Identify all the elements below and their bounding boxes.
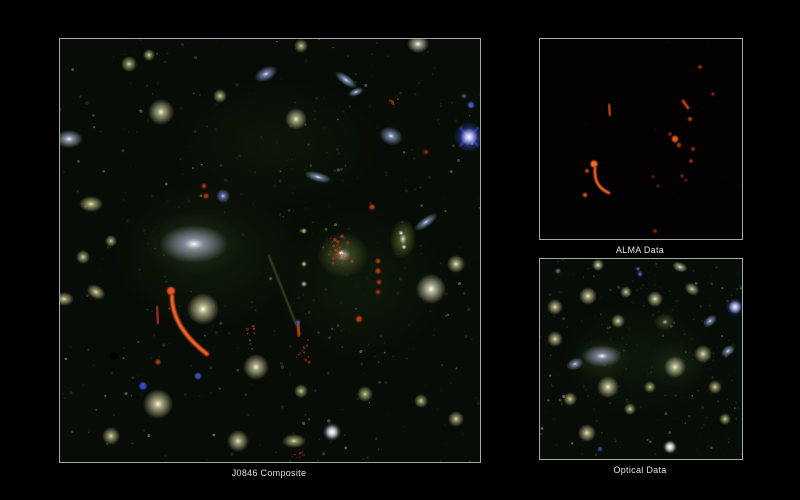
composite-panel-image	[59, 38, 481, 463]
composite-panel-caption: J0846 Composite	[231, 468, 307, 478]
optical-panel-image	[539, 258, 743, 460]
optical-panel-caption: Optical Data	[613, 465, 667, 475]
alma-panel-caption: ALMA Data	[615, 245, 665, 255]
alma-panel-image	[539, 38, 743, 240]
alma-panel: ALMA Data	[539, 38, 743, 255]
composite-panel: J0846 Composite	[59, 38, 481, 478]
optical-panel: Optical Data	[539, 258, 743, 475]
